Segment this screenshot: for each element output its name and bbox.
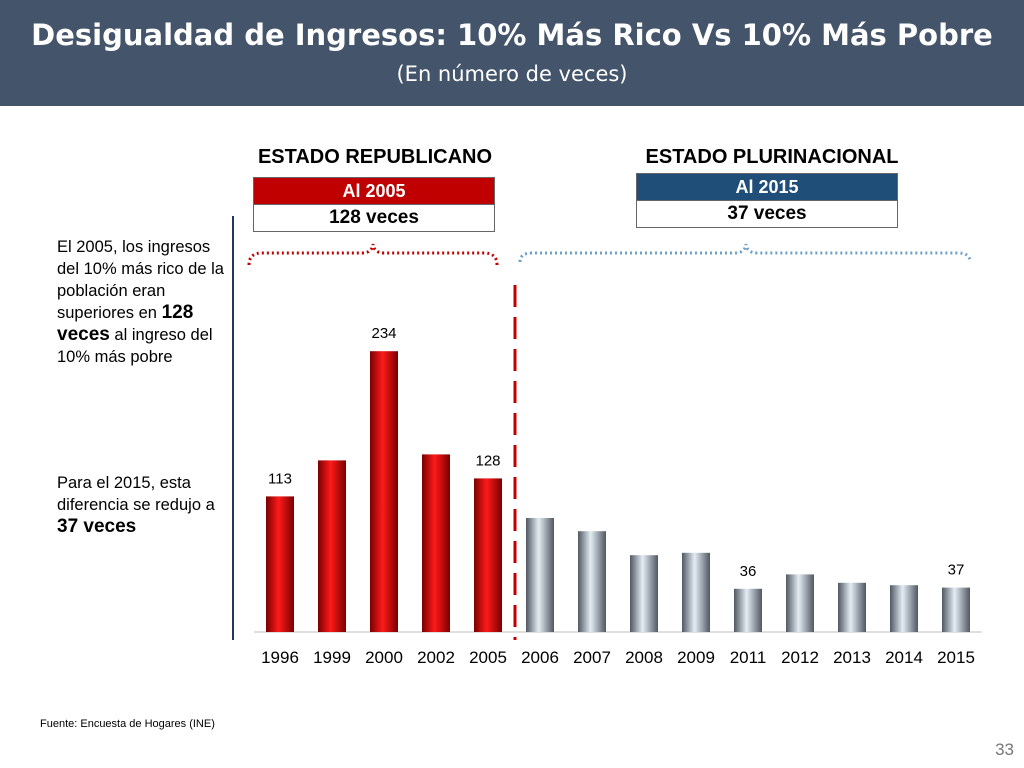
bars [266, 351, 970, 632]
x-tick-1996: 1996 [261, 648, 299, 667]
note-2005-text-a: El 2005, los ingresos del 10% más rico d… [57, 238, 224, 322]
bar-2014 [890, 585, 918, 632]
x-tick-2014: 2014 [885, 648, 923, 667]
x-tick-2002: 2002 [417, 648, 455, 667]
bar-2006 [526, 518, 554, 632]
x-tick-2012: 2012 [781, 648, 819, 667]
x-tick-2008: 2008 [625, 648, 663, 667]
bar-1996 [266, 496, 294, 632]
bar-2002 [422, 454, 450, 632]
bar-2008 [630, 555, 658, 632]
data-label-2015: 37 [948, 562, 965, 579]
bar-2007 [578, 531, 606, 632]
x-tick-2013: 2013 [833, 648, 871, 667]
summary-box-2005-year: Al 2005 [254, 178, 494, 204]
note-2015: Para el 2015, esta diferencia se redujo … [57, 472, 235, 538]
slide-subtitle: (En número de veces) [396, 62, 628, 86]
bar-2000 [370, 351, 398, 632]
data-label-2000: 234 [371, 325, 396, 342]
x-tick-labels: 1996 1999 2000 2002 2005 2006 2007 2008 2009 2011… [261, 648, 975, 667]
x-tick-1999: 1999 [313, 648, 351, 667]
note-2005-text-c: al ingreso del 10% más pobre [57, 326, 213, 366]
data-labels: 113 234 128 36 37 [268, 325, 964, 580]
bracket-plurinacional [518, 243, 972, 263]
note-2015-highlight: 37 veces [57, 516, 137, 537]
x-tick-2007: 2007 [573, 648, 611, 667]
data-label-2011: 36 [740, 563, 757, 580]
summary-box-2015-value: 37 veces [637, 200, 897, 227]
x-tick-2009: 2009 [677, 648, 715, 667]
bar-2015 [942, 587, 970, 632]
x-tick-2006: 2006 [521, 648, 559, 667]
page-number: 33 [995, 740, 1014, 759]
summary-box-2005: Al 2005 128 veces [253, 177, 495, 232]
bar-2012 [786, 574, 814, 632]
slide-header: Desigualdad de Ingresos: 10% Más Rico Vs… [0, 0, 1024, 106]
x-tick-2000: 2000 [365, 648, 403, 667]
summary-box-2015-year: Al 2015 [637, 174, 897, 200]
note-2005-highlight: 128 veces [57, 302, 194, 345]
summary-box-2015: Al 2015 37 veces [636, 173, 898, 228]
x-tick-2015: 2015 [937, 648, 975, 667]
note-2015-text-a: Para el 2015, esta diferencia se redujo … [57, 474, 215, 514]
source-footnote: Fuente: Encuesta de Hogares (INE) [40, 718, 215, 730]
summary-box-2005-value: 128 veces [254, 204, 494, 231]
x-tick-2005: 2005 [469, 648, 507, 667]
x-tick-2011: 2011 [730, 648, 767, 667]
bar-2005 [474, 478, 502, 632]
bar-2011 [734, 588, 762, 632]
section-title-republicano: ESTADO REPUBLICANO [257, 146, 493, 168]
data-label-2005: 128 [475, 452, 500, 469]
data-label-1996: 113 [268, 470, 292, 487]
bracket-republicano [247, 243, 499, 266]
bar-2013 [838, 582, 866, 632]
bar-2009 [682, 552, 710, 632]
note-2005: El 2005, los ingresos del 10% más rico d… [57, 236, 235, 368]
slide-title: Desigualdad de Ingresos: 10% Más Rico Vs… [31, 18, 993, 52]
section-title-plurinacional: ESTADO PLURINACIONAL [645, 146, 899, 168]
bar-1999 [318, 460, 346, 632]
